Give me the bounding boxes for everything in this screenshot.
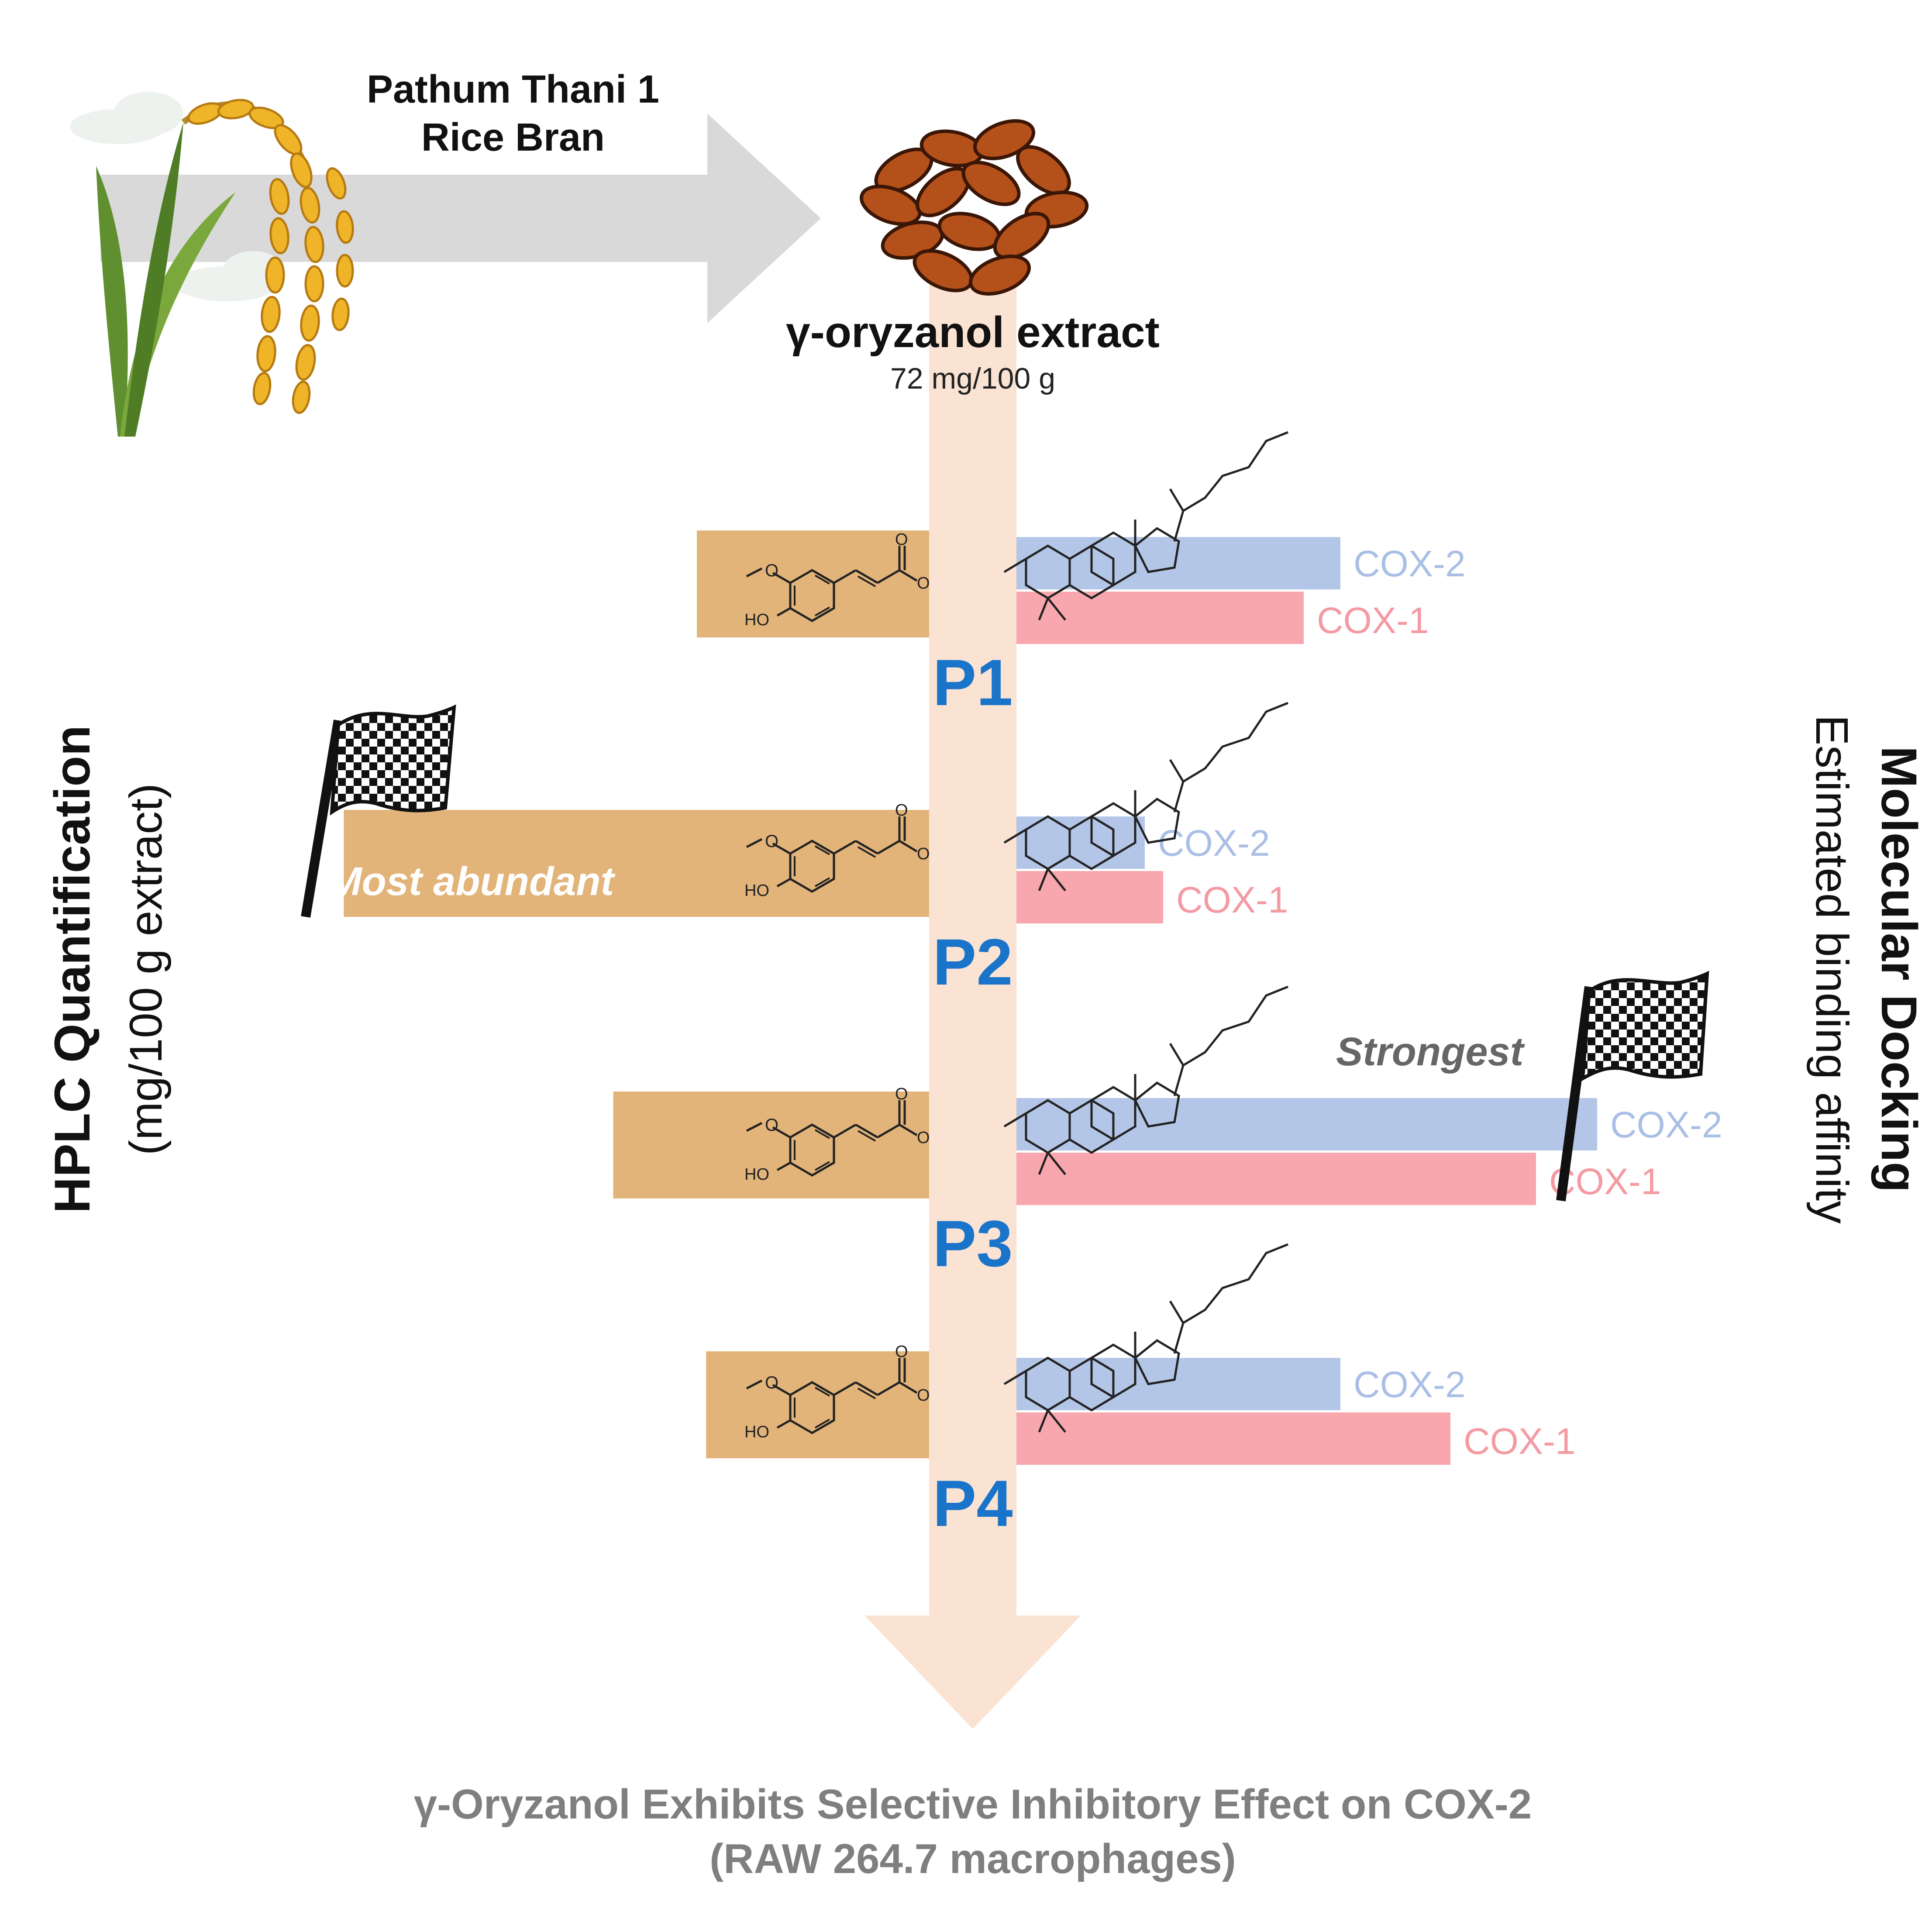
cox2-bar-label: COX-2 — [1353, 543, 1466, 584]
compound-label-p1: P1 — [933, 646, 1012, 719]
left-axis-unit: (mg/100 g extract) — [121, 783, 172, 1155]
compound-label-p3: P3 — [933, 1207, 1012, 1280]
cox1-bar-p2 — [1016, 871, 1163, 923]
strongest-label: Strongest — [1336, 1030, 1525, 1074]
hplc-bar-p3 — [613, 1092, 929, 1198]
right-axis-title-group: Molecular Docking Estimated binding affi… — [1806, 715, 1927, 1224]
compound-label-p2: P2 — [933, 925, 1012, 999]
cox2-bar-label: COX-2 — [1158, 823, 1270, 864]
right-axis-subtitle: Estimated binding affinity — [1806, 715, 1857, 1224]
rice-bran-grains-icon — [859, 119, 1089, 296]
cox1-bar-p4 — [1016, 1412, 1450, 1465]
extract-title: γ-oryzanol extract — [786, 308, 1160, 357]
conclusion-line2: (RAW 264.7 macrophages) — [709, 1836, 1236, 1882]
extract-stream-arrow — [864, 271, 1081, 1729]
cox2-bar-p3 — [1016, 1098, 1597, 1150]
cox2-bar-label: COX-2 — [1353, 1364, 1466, 1405]
left-axis-title-group: HPLC Quantification (mg/100 g extract) — [45, 725, 172, 1213]
rice-plant-icon — [96, 99, 354, 437]
source-title-line1: Pathum Thani 1 — [367, 68, 659, 111]
hplc-bar-p4 — [706, 1351, 929, 1458]
most-abundant-label: Most abundant — [328, 859, 616, 904]
hplc-bar-p2 — [344, 810, 929, 917]
cox2-bar-label: COX-2 — [1610, 1104, 1722, 1145]
checkered-flag-icon — [301, 704, 456, 918]
cox1-bar-p1 — [1016, 592, 1304, 644]
cox2-bar-p2 — [1016, 816, 1145, 869]
cox1-bar-label: COX-1 — [1176, 879, 1288, 920]
compound-label-p4: P4 — [933, 1467, 1012, 1540]
right-axis-title: Molecular Docking — [1871, 746, 1927, 1192]
source-arrow — [100, 114, 821, 323]
cox1-bar-label: COX-1 — [1464, 1421, 1576, 1462]
conclusion-line1: γ-Oryzanol Exhibits Selective Inhibitory… — [414, 1781, 1532, 1828]
extract-amount: 72 mg/100 g — [890, 362, 1055, 395]
cox1-bar-label: COX-1 — [1317, 600, 1429, 641]
checkered-flag-icon — [1556, 971, 1709, 1202]
cox2-bar-p4 — [1016, 1358, 1340, 1410]
cloud-icon — [70, 92, 284, 301]
cox1-bar-p3 — [1016, 1153, 1536, 1205]
comparison-bars: COX-2 COX-1 P1 COX-2 COX-1 P2 COX-2 COX-1 P3 COX-… — [344, 530, 1722, 1540]
left-axis-title: HPLC Quantification — [45, 725, 100, 1213]
source-title-line2: Rice Bran — [421, 116, 605, 159]
